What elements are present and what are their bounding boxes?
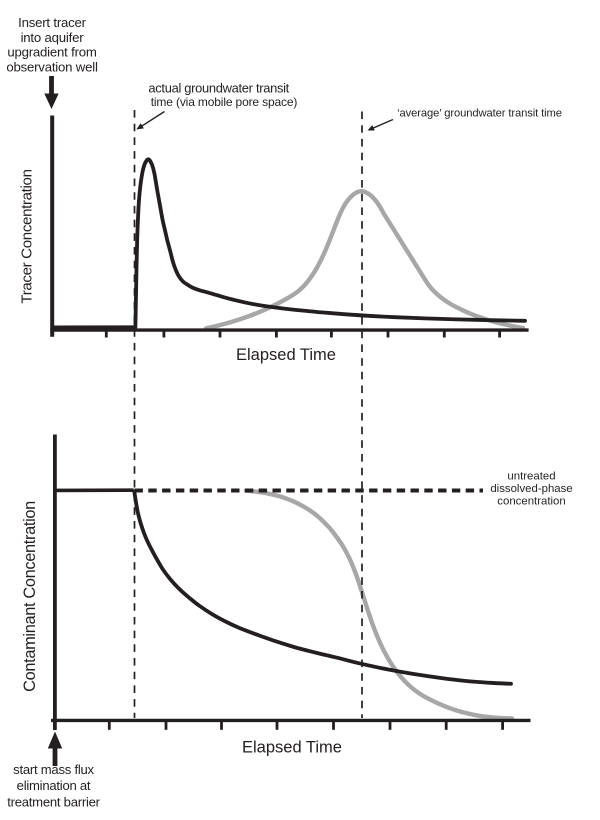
svg-text:concentration: concentration xyxy=(497,496,565,508)
svg-text:start mass flux: start mass flux xyxy=(13,762,94,777)
svg-text:observation well: observation well xyxy=(6,59,98,74)
svg-text:elimination at: elimination at xyxy=(17,778,91,793)
svg-text:time (via mobile pore space): time (via mobile pore space) xyxy=(151,95,298,109)
svg-text:upgradient from: upgradient from xyxy=(7,45,97,60)
svg-text:Tracer Concentration: Tracer Concentration xyxy=(19,169,36,303)
svg-text:Elapsed Time: Elapsed Time xyxy=(236,346,336,364)
svg-text:actual groundwater transit: actual groundwater transit xyxy=(148,81,289,96)
svg-text:Elapsed Time: Elapsed Time xyxy=(242,739,342,757)
svg-text:‘average’ groundwater transit: ‘average’ groundwater transit time xyxy=(397,108,562,120)
svg-text:Contaminant Concentration: Contaminant Concentration xyxy=(21,501,39,692)
svg-text:untreated: untreated xyxy=(507,471,555,483)
svg-text:treatment barrier: treatment barrier xyxy=(7,794,100,809)
svg-text:Insert tracer: Insert tracer xyxy=(18,15,87,30)
svg-text:into aquifer: into aquifer xyxy=(21,30,85,45)
svg-text:dissolved-phase: dissolved-phase xyxy=(490,483,572,495)
